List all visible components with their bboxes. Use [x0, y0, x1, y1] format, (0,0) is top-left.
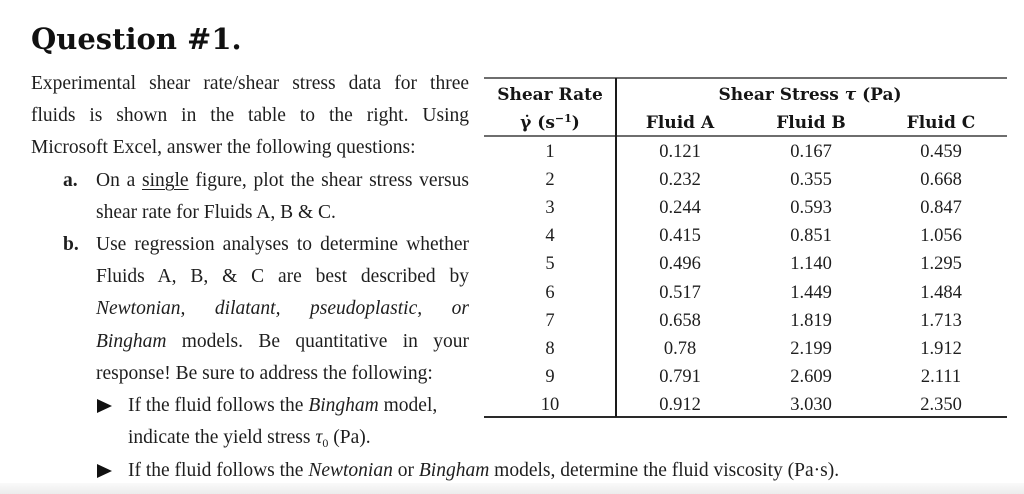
cell-fluid-a: 0.517	[659, 282, 701, 303]
cell-fluid-a: 0.791	[659, 366, 701, 387]
cell-fluid-c: 1.295	[920, 254, 962, 275]
bottom-edge	[0, 483, 1024, 494]
cell-fluid-c: 1.713	[920, 310, 962, 331]
cell-fluid-b: 2.199	[790, 338, 832, 359]
cell-fluid-c: 2.350	[920, 394, 962, 415]
header-fluid-a: Fluid A	[645, 113, 715, 133]
cell-fluid-a: 0.415	[659, 226, 701, 247]
cell-shear-rate: 1	[545, 142, 555, 162]
cell-fluid-a: 0.658	[659, 310, 701, 331]
header-fluid-b: Fluid B	[776, 113, 846, 133]
item-b-label: b.	[63, 234, 79, 256]
cell-fluid-b: 0.167	[790, 142, 832, 162]
cell-fluid-c: 0.847	[920, 198, 962, 219]
cell-shear-rate: 5	[545, 254, 555, 275]
cell-fluid-b: 0.593	[790, 198, 832, 219]
cell-fluid-b: 0.355	[790, 170, 832, 191]
cell-shear-rate: 8	[545, 338, 555, 359]
cell-fluid-c: 1.484	[920, 282, 962, 303]
cell-fluid-a: 0.78	[663, 338, 697, 359]
cell-shear-rate: 9	[545, 366, 555, 387]
triangle-right-icon	[97, 455, 112, 478]
cell-fluid-c: 1.056	[920, 226, 962, 247]
item-a-label: a.	[63, 169, 78, 191]
question-heading: Question #1.	[31, 22, 242, 56]
cell-fluid-b: 1.819	[790, 310, 832, 331]
cell-shear-rate: 7	[545, 310, 555, 331]
table-column-divider	[615, 78, 617, 417]
cell-fluid-b: 0.851	[790, 226, 832, 247]
cell-fluid-a: 0.496	[659, 254, 701, 275]
header-fluid-c: Fluid C	[906, 113, 976, 133]
cell-fluid-a: 0.121	[659, 142, 701, 162]
intro-paragraph: Experimental shear rate/shear stress dat…	[31, 73, 469, 159]
cell-fluid-b: 1.140	[790, 254, 832, 275]
table-header-rule	[484, 135, 1007, 137]
cell-fluid-c: 1.912	[920, 338, 962, 359]
table-top-rule	[484, 77, 1007, 79]
cell-fluid-a: 0.232	[659, 170, 701, 191]
header-shear-stress: Shear Stress τ (Pa)	[718, 85, 902, 105]
bullet-bingham-yield: If the fluid follows the Bingham model, …	[31, 390, 469, 454]
item-a: a. On a single figure, plot the shear st…	[31, 165, 469, 229]
question-body: Experimental shear rate/shear stress dat…	[31, 68, 469, 454]
triangle-right-icon	[97, 390, 112, 414]
header-shear-rate-unit: γ̇ (s−1)	[520, 112, 580, 133]
table-bottom-rule	[484, 416, 1007, 418]
cell-shear-rate: 10	[540, 394, 560, 415]
cell-shear-rate: 6	[545, 282, 555, 303]
cell-fluid-c: 2.111	[920, 366, 962, 387]
cell-fluid-b: 1.449	[790, 282, 832, 303]
cell-fluid-b: 3.030	[790, 394, 832, 415]
cell-shear-rate: 3	[545, 198, 555, 219]
cell-fluid-a: 0.244	[659, 198, 701, 219]
cell-fluid-a: 0.912	[659, 394, 701, 415]
underlined-single: single	[142, 169, 189, 191]
cell-fluid-b: 2.609	[790, 366, 832, 387]
item-b: b. Use regression analyses to determine …	[31, 229, 469, 390]
cell-fluid-c: 0.668	[920, 170, 962, 191]
header-shear-rate: Shear Rate	[497, 85, 603, 105]
tau-symbol: τ	[315, 427, 323, 449]
cell-shear-rate: 2	[545, 170, 555, 191]
cell-shear-rate: 4	[545, 226, 555, 247]
cell-fluid-c: 0.459	[920, 142, 962, 162]
model-names: Newtonian, dilatant, pseudoplastic, or B…	[96, 298, 469, 352]
